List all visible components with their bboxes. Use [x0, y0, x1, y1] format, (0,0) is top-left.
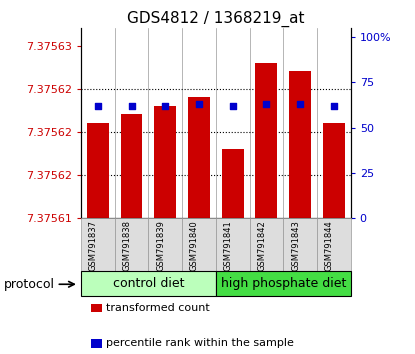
- Bar: [149, 218, 182, 271]
- Text: high phosphate diet: high phosphate diet: [220, 277, 346, 290]
- Bar: [222, 149, 244, 218]
- Bar: [115, 218, 149, 271]
- Text: GSM791841: GSM791841: [224, 220, 233, 271]
- Point: [195, 101, 202, 107]
- Bar: [81, 271, 216, 296]
- Text: control diet: control diet: [112, 277, 184, 290]
- Bar: [317, 218, 351, 271]
- Bar: [216, 271, 351, 296]
- Point: [297, 101, 303, 107]
- Bar: [120, 114, 142, 218]
- Point: [229, 103, 236, 109]
- Title: GDS4812 / 1368219_at: GDS4812 / 1368219_at: [127, 11, 305, 27]
- Bar: [182, 218, 216, 271]
- Bar: [323, 123, 345, 218]
- Bar: [216, 218, 249, 271]
- Point: [128, 103, 135, 109]
- Text: percentile rank within the sample: percentile rank within the sample: [106, 338, 294, 348]
- Bar: [81, 218, 115, 271]
- Bar: [289, 72, 311, 218]
- Bar: [154, 106, 176, 218]
- Text: GSM791842: GSM791842: [257, 220, 266, 271]
- Bar: [87, 123, 109, 218]
- Text: GSM791840: GSM791840: [190, 220, 199, 271]
- Bar: [249, 218, 283, 271]
- Text: GSM791839: GSM791839: [156, 220, 165, 271]
- Text: protocol: protocol: [4, 278, 55, 291]
- Text: GSM791838: GSM791838: [122, 220, 132, 272]
- Bar: [188, 97, 210, 218]
- Text: GSM791843: GSM791843: [291, 220, 300, 271]
- Bar: [283, 218, 317, 271]
- Point: [95, 103, 101, 109]
- Point: [330, 103, 337, 109]
- Text: GSM791837: GSM791837: [89, 220, 98, 272]
- Text: transformed count: transformed count: [106, 303, 210, 313]
- Text: GSM791844: GSM791844: [325, 220, 334, 271]
- Point: [162, 103, 168, 109]
- Point: [263, 101, 270, 107]
- Bar: [255, 63, 277, 218]
